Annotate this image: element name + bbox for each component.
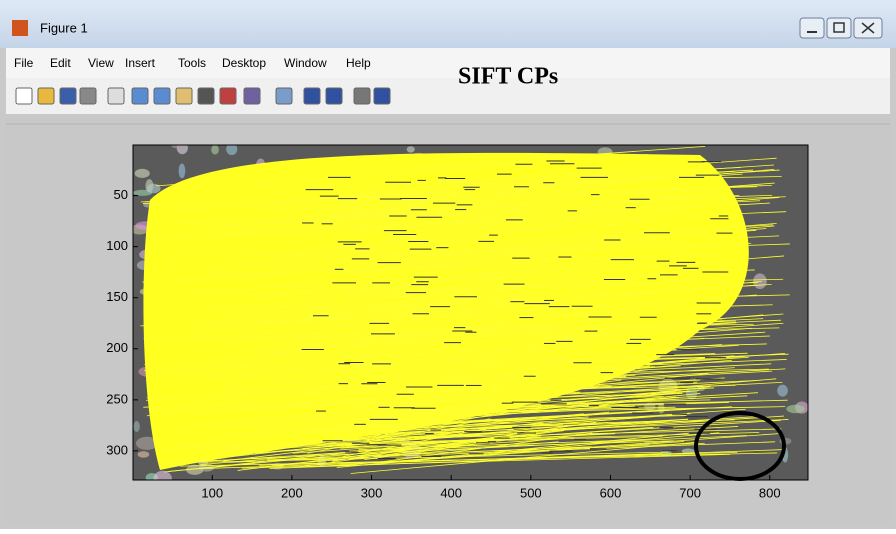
y-tick-label: 100	[106, 238, 128, 253]
toolbar-button[interactable]	[16, 88, 32, 104]
x-tick-label: 600	[600, 485, 622, 500]
texture	[658, 403, 665, 413]
menu-item[interactable]: Help	[346, 56, 371, 70]
toolbar-button[interactable]	[38, 88, 54, 104]
window-controls	[800, 18, 882, 38]
menu-item[interactable]: Tools	[178, 56, 206, 70]
toolbar-button[interactable]	[198, 88, 214, 104]
menu-item[interactable]: File	[14, 56, 34, 70]
x-tick-label: 700	[679, 485, 701, 500]
x-tick-label: 100	[201, 485, 223, 500]
texture	[777, 385, 788, 397]
annotation-label: SIFT CPs	[458, 64, 558, 90]
toolbar-button[interactable]	[176, 88, 192, 104]
menu-item[interactable]: Desktop	[222, 56, 266, 70]
texture	[407, 146, 415, 152]
texture	[786, 405, 804, 414]
app-icon	[12, 20, 28, 36]
menu-item[interactable]: Window	[284, 56, 327, 70]
toolbar-button[interactable]	[80, 88, 96, 104]
y-tick-label: 300	[106, 442, 128, 457]
y-tick-label: 50	[114, 187, 128, 202]
toolbar-button[interactable]	[354, 88, 370, 104]
toolbar-button[interactable]	[60, 88, 76, 104]
texture	[211, 145, 219, 155]
toolbar-button[interactable]	[154, 88, 170, 104]
menu-item[interactable]: Insert	[125, 56, 156, 70]
texture	[134, 421, 140, 432]
toolbar-button[interactable]	[326, 88, 342, 104]
toolbar-button[interactable]	[132, 88, 148, 104]
menu-item[interactable]: Edit	[50, 56, 71, 70]
title-bar	[0, 0, 896, 48]
texture	[138, 451, 150, 458]
texture	[133, 190, 152, 196]
x-tick-label: 400	[440, 485, 462, 500]
toolbar-button[interactable]	[374, 88, 390, 104]
y-tick-label: 200	[106, 340, 128, 355]
toolbar-button[interactable]	[244, 88, 260, 104]
y-tick-label: 150	[106, 289, 128, 304]
toolbar-button[interactable]	[304, 88, 320, 104]
image-axes	[130, 142, 808, 487]
toolbar-button[interactable]	[276, 88, 292, 104]
minimize-button[interactable]	[800, 18, 824, 38]
maximize-button[interactable]	[827, 18, 851, 38]
menu-item[interactable]: View	[88, 56, 114, 70]
texture	[179, 163, 186, 178]
matlab-figure-window: Figure 1 File Edit View Insert Tools Desktop W…	[0, 0, 896, 529]
toolbar-button[interactable]	[220, 88, 236, 104]
texture	[686, 386, 697, 400]
x-tick-label: 800	[759, 485, 781, 500]
y-tick-label: 250	[106, 391, 128, 406]
x-tick-label: 500	[520, 485, 542, 500]
window-title: Figure 1	[40, 20, 88, 35]
x-tick-label: 200	[281, 485, 303, 500]
x-tick-label: 300	[361, 485, 383, 500]
toolbar-icons	[16, 88, 390, 104]
toolbar-button[interactable]	[108, 88, 124, 104]
texture	[135, 169, 150, 178]
